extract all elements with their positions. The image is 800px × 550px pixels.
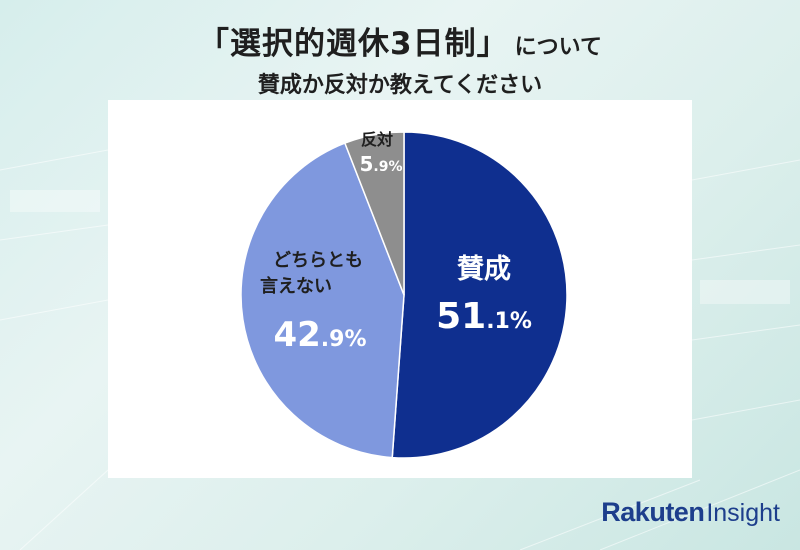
brand-name-bold: Rakuten xyxy=(601,497,705,527)
slice-label-neutral-line1: どちらとも xyxy=(273,250,363,271)
slice-value-oppose: 5.9% xyxy=(359,152,402,176)
slice-value-approve: 51.1% xyxy=(436,296,532,337)
title-sub: 賛成か反対か教えてください xyxy=(257,73,543,98)
brand-name-regular: Insight xyxy=(706,499,780,527)
chart-title: 「選択的週休3日制」 について 賛成か反対か教えてください xyxy=(0,18,800,99)
title-main: 「選択的週休3日制」 xyxy=(198,26,509,62)
brand-logo: RakutenInsight xyxy=(601,497,780,528)
slice-value-neutral: 42.9% xyxy=(273,315,366,355)
pie-slice-oppose xyxy=(343,131,405,296)
slice-label-approve: 賛成 xyxy=(457,254,511,285)
title-suffix: について xyxy=(514,35,602,60)
slice-label-neutral-line2: 言えない xyxy=(260,275,332,297)
slice-label-oppose: 反対 xyxy=(361,130,393,149)
pie-slice-approve xyxy=(391,131,568,459)
chart-panel: 賛成 51.1% どちらとも言えない 42.9% 反対 5.9% xyxy=(108,100,692,478)
pie-slice-neutral xyxy=(240,142,405,459)
